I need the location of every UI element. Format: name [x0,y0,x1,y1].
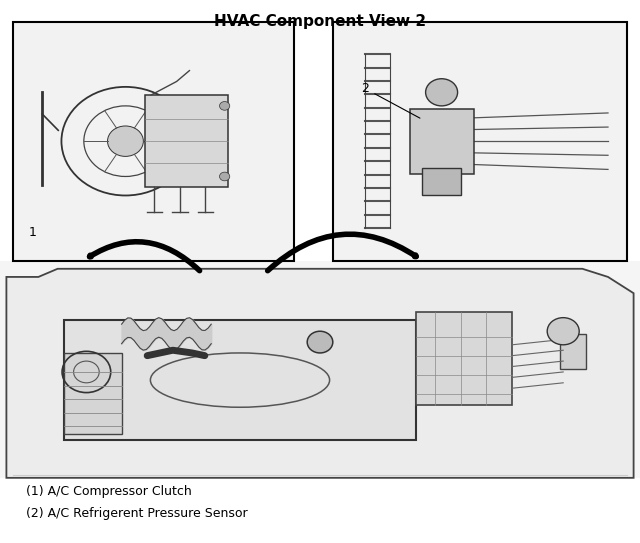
Bar [145,95,228,187]
Bar [64,353,122,434]
Text: 1: 1 [29,226,36,239]
Circle shape [220,102,230,110]
Text: 2: 2 [362,83,420,118]
Bar [560,334,586,369]
Bar [416,312,512,405]
Bar [422,168,461,195]
Bar [13,22,294,261]
Text: (1) A/C Compressor Clutch: (1) A/C Compressor Clutch [26,485,191,498]
Circle shape [426,79,458,106]
Circle shape [108,126,143,156]
Circle shape [220,172,230,181]
Polygon shape [6,269,634,478]
Text: (2) A/C Refrigerent Pressure Sensor: (2) A/C Refrigerent Pressure Sensor [26,507,247,520]
FancyArrowPatch shape [90,242,200,270]
Text: HVAC Component View 2: HVAC Component View 2 [214,14,426,29]
Circle shape [547,318,579,345]
FancyArrowPatch shape [268,234,416,271]
Circle shape [307,331,333,353]
Bar [410,109,474,174]
Bar [64,320,416,440]
Bar [0,261,640,478]
Bar [333,22,627,261]
